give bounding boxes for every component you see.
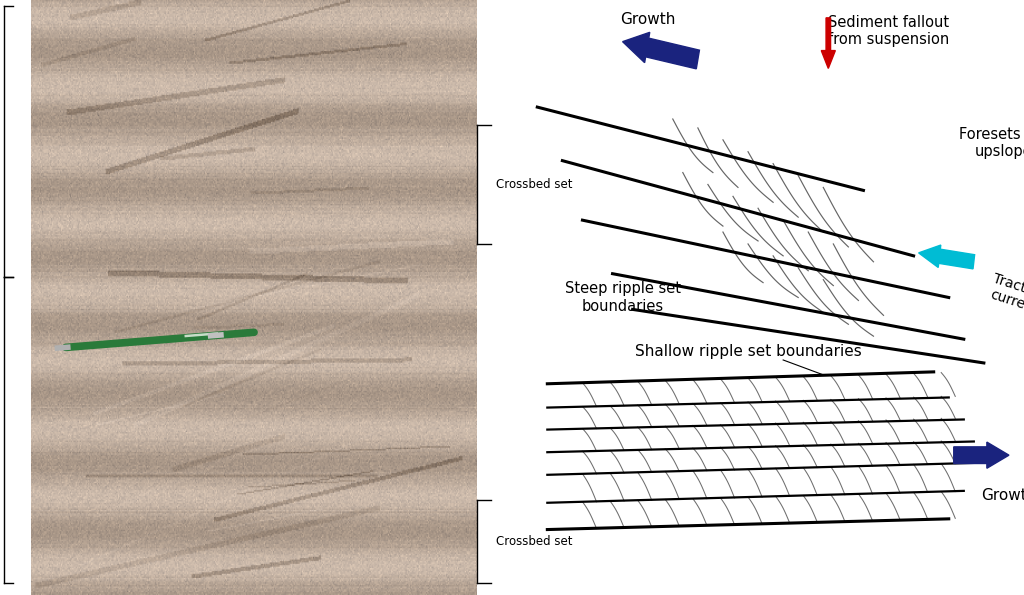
Text: Growth: Growth bbox=[620, 12, 676, 27]
FancyArrow shape bbox=[953, 442, 1009, 468]
FancyArrow shape bbox=[919, 245, 975, 269]
Text: Traction
current: Traction current bbox=[985, 272, 1024, 317]
Text: Sediment fallout
from suspension: Sediment fallout from suspension bbox=[827, 15, 949, 47]
Text: Crossbed set: Crossbed set bbox=[496, 178, 572, 191]
FancyArrow shape bbox=[821, 18, 836, 68]
Text: Steep ripple set
boundaries: Steep ripple set boundaries bbox=[564, 281, 681, 314]
Text: Foresets dip
upslope: Foresets dip upslope bbox=[959, 127, 1024, 159]
Text: Shallow ripple set boundaries: Shallow ripple set boundaries bbox=[635, 343, 861, 359]
Text: Growth: Growth bbox=[981, 488, 1024, 503]
FancyArrow shape bbox=[623, 32, 699, 69]
Text: Crossbed set: Crossbed set bbox=[496, 535, 572, 548]
